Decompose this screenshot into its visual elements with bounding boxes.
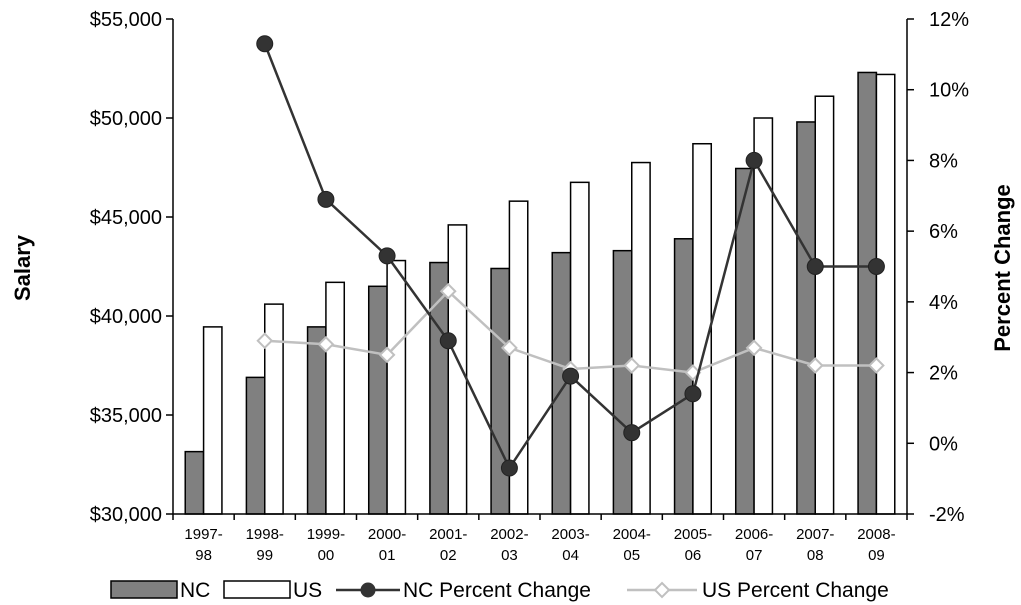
x-tick-label: 03 <box>501 547 518 564</box>
legend-label-us: US <box>293 579 322 602</box>
x-tick-label: 2002- <box>490 526 528 543</box>
marker-nc-percent-change-2001-02 <box>439 332 457 350</box>
marker-us-percent-change-2004-05 <box>623 357 641 374</box>
y-tick-label: $40,000 <box>90 306 162 328</box>
bar-us-2004-05 <box>631 161 651 515</box>
y2-tick-label: 4% <box>929 292 958 314</box>
legend-marker-nc-pct <box>360 582 376 598</box>
marker-us-percent-change-2002-03 <box>501 339 518 357</box>
marker-us-percent-change-1998-99 <box>256 332 274 350</box>
marker-nc-percent-change-2006-07 <box>745 151 763 169</box>
x-tick-label: 2000- <box>368 526 406 543</box>
marker-nc-percent-change-2005-06 <box>684 385 702 403</box>
axes-layer: $30,000 $35,000 $40,000 $45,000 $50,000 $55,0… <box>90 9 970 564</box>
bar-us-1999-00 <box>325 281 346 515</box>
marker-us-percent-change-2008-09 <box>868 357 885 374</box>
x-tick-label: 02 <box>440 547 457 564</box>
y-axis-title: Salary <box>10 234 35 301</box>
bar-us-1997-98 <box>202 326 223 515</box>
y2-axis-title: Percent Change <box>990 184 1015 352</box>
marker-us-percent-change-1999-00 <box>317 335 335 353</box>
bar-us-2003-04 <box>569 181 590 515</box>
marker-us-percent-change-2000-01 <box>378 346 396 364</box>
x-tick-label: 2001- <box>429 526 467 543</box>
bar-us-2001-02 <box>447 224 468 515</box>
x-tick-label: 05 <box>623 547 640 564</box>
x-tick-label: 98 <box>195 547 212 564</box>
legend-label-nc: NC <box>180 579 210 602</box>
x-tick-label: 2005- <box>674 526 712 543</box>
x-tick-label: 2007- <box>796 526 834 543</box>
marker-us-percent-change-2007-08 <box>806 357 824 374</box>
x-tick-label: 2006- <box>735 526 773 543</box>
y-tick-label: $35,000 <box>90 405 162 427</box>
x-tick-label: 99 <box>256 547 273 564</box>
x-tick-label: 06 <box>685 547 702 564</box>
bar-nc-1999-00 <box>306 326 327 515</box>
marker-nc-percent-change-2004-05 <box>623 424 641 442</box>
x-tick-label: 1999- <box>307 526 345 543</box>
y-tick-label: $30,000 <box>90 504 162 526</box>
marker-nc-percent-change-2000-01 <box>378 247 396 265</box>
marker-nc-percent-change-2008-09 <box>867 258 885 275</box>
bar-nc-2007-08 <box>796 121 817 515</box>
bar-nc-2000-01 <box>367 285 388 515</box>
bars-layer <box>184 71 896 515</box>
x-tick-label: 07 <box>746 547 763 564</box>
legend-swatch-nc <box>110 580 178 599</box>
marker-us-percent-change-2006-07 <box>745 339 763 357</box>
legend-swatch-us <box>223 580 291 599</box>
bar-nc-2002-03 <box>490 267 511 515</box>
y2-tick-label: 8% <box>929 150 958 172</box>
bar-us-2008-09 <box>875 73 896 515</box>
y2-tick-label: 6% <box>929 221 958 243</box>
bar-us-2005-06 <box>692 142 713 515</box>
x-tick-label: 01 <box>379 547 396 564</box>
legend: NC US NC Percent Change US Percent Chang… <box>110 579 889 602</box>
x-tick-label: 04 <box>562 547 579 564</box>
bar-us-2007-08 <box>814 95 835 515</box>
x-tick-label: 09 <box>868 547 885 564</box>
marker-nc-percent-change-1998-99 <box>256 35 274 53</box>
bar-nc-2008-09 <box>857 71 878 515</box>
y2-tick-label: 0% <box>929 433 958 455</box>
marker-nc-percent-change-2002-03 <box>500 459 518 477</box>
y2-tick-label: -2% <box>929 504 965 526</box>
x-tick-label: 1997- <box>184 526 222 543</box>
legend-marker-us-pct <box>653 581 671 599</box>
legend-label-us-pct: US Percent Change <box>702 579 889 602</box>
y2-tick-label: 2% <box>929 363 958 385</box>
legend-label-nc-pct: NC Percent Change <box>403 579 591 602</box>
y-tick-label: $50,000 <box>90 108 162 130</box>
x-tick-label: 08 <box>807 547 824 564</box>
lines-layer <box>256 35 885 477</box>
marker-nc-percent-change-2003-04 <box>562 367 580 385</box>
marker-nc-percent-change-2007-08 <box>806 258 824 275</box>
marker-us-percent-change-2001-02 <box>439 282 457 300</box>
bar-us-2000-01 <box>386 259 407 515</box>
y-tick-label: $55,000 <box>90 9 162 31</box>
x-tick-label: 2008- <box>857 526 895 543</box>
y2-tick-label: 10% <box>929 80 969 102</box>
bar-nc-1998-99 <box>245 376 266 515</box>
bar-nc-2004-05 <box>612 249 633 515</box>
y2-tick-label: 12% <box>929 9 969 31</box>
bar-nc-1997-98 <box>184 450 205 515</box>
x-tick-label: 00 <box>318 547 335 564</box>
marker-nc-percent-change-1999-00 <box>317 190 335 208</box>
x-tick-label: 2003- <box>551 526 589 543</box>
y-tick-label: $45,000 <box>90 207 162 229</box>
x-tick-label: 1998- <box>246 526 284 543</box>
x-tick-label: 2004- <box>613 526 651 543</box>
